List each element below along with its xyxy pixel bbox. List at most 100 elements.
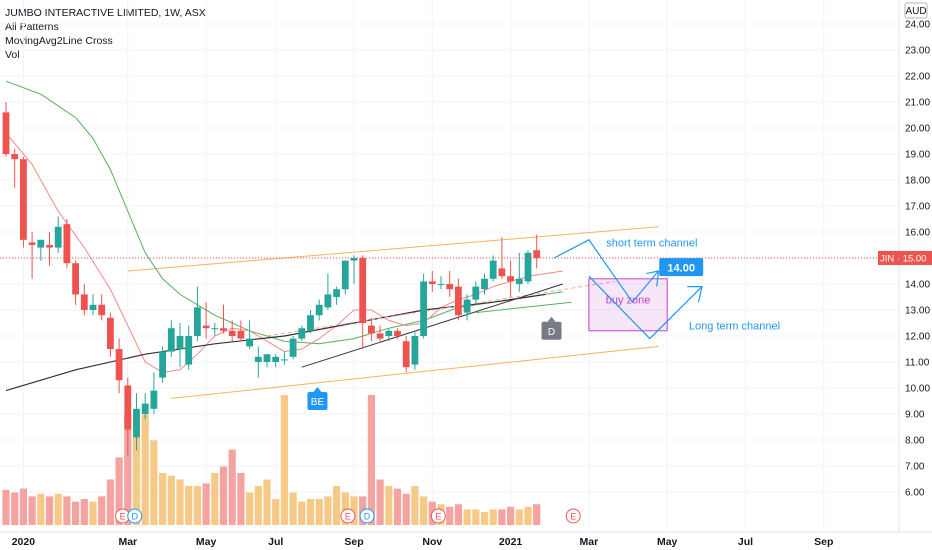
candle-up	[133, 408, 140, 438]
price-tick-label: 9.00	[905, 410, 925, 421]
projection-path-long	[588, 275, 703, 340]
candle-down	[359, 258, 367, 323]
short-channel-lower	[301, 283, 563, 368]
candle-up	[141, 403, 149, 414]
volume-bar	[185, 486, 193, 525]
candle-up	[515, 278, 523, 284]
volume-bar	[402, 493, 410, 525]
volume-bar	[193, 486, 201, 525]
volume-bar	[263, 479, 271, 525]
candle-up	[341, 260, 349, 290]
earnings-event-icon	[430, 508, 446, 524]
volume-bar	[98, 496, 106, 525]
candle-down	[220, 328, 227, 331]
volume-bar	[37, 493, 45, 525]
candle-down	[20, 159, 27, 240]
volume-bar	[367, 395, 375, 525]
earnings-event-icon	[565, 508, 581, 524]
volume-bar	[115, 457, 123, 525]
volume-bar	[89, 501, 97, 525]
price-tick-label: 21.00	[905, 98, 930, 109]
candle-up	[281, 359, 288, 361]
volume-bar	[132, 414, 141, 525]
lower-channel-line	[171, 345, 659, 399]
volume-bar	[446, 506, 454, 525]
volume-bar	[298, 501, 306, 525]
volume-bar	[19, 488, 27, 525]
volume-bar	[411, 486, 419, 525]
time-tick-label: Jul	[738, 536, 753, 548]
volume-bar	[533, 504, 541, 525]
moving-average-slow	[5, 80, 563, 345]
pattern-be-label: BE	[311, 397, 325, 408]
volume-bar	[472, 509, 480, 525]
projection-path-short	[553, 239, 659, 304]
candle-down	[202, 325, 210, 329]
pattern-d-label: D	[548, 327, 555, 338]
indicator-ma-cross[interactable]: MovingAvg2Line Cross	[5, 35, 113, 47]
volume-bar	[141, 414, 149, 525]
price-tick-label: 10.00	[905, 384, 930, 395]
candle-up	[324, 294, 332, 308]
earnings-event-label: E	[345, 512, 351, 522]
price-tick-label: 20.00	[905, 124, 930, 135]
price-tick-label: 8.00	[905, 436, 925, 447]
candle-down	[115, 349, 123, 381]
price-tick-label: 11.00	[905, 358, 930, 369]
candle-down	[402, 341, 410, 368]
price-tick-label: 18.00	[905, 176, 930, 187]
price-tick-label: 13.00	[905, 306, 930, 317]
volume-bar	[124, 414, 132, 525]
candle-up	[211, 328, 219, 330]
price-tick-label: 14.00	[905, 280, 930, 291]
volume-bar	[45, 496, 54, 525]
short-term-channel-label: short term channel	[606, 237, 697, 249]
volume-bar	[420, 496, 428, 525]
buy-zone-box	[588, 278, 668, 332]
volume-bar	[480, 512, 489, 525]
earnings-event-icon	[340, 508, 356, 524]
candle-up	[167, 328, 175, 352]
candle-up	[472, 286, 480, 300]
dividend-event-icon	[127, 508, 143, 524]
volume-bar	[159, 473, 167, 525]
candle-down	[228, 330, 236, 336]
candle-up	[298, 328, 306, 339]
volume-bar	[202, 483, 210, 525]
currency-label: AUD	[905, 6, 926, 17]
candle-down	[446, 284, 454, 290]
candle-down	[46, 245, 53, 248]
arrow-head-long	[687, 286, 703, 303]
volume-bar	[324, 496, 332, 525]
pattern-d-pointer	[547, 316, 556, 322]
candle-up	[385, 330, 393, 336]
volume-bar	[228, 449, 236, 525]
volume-bar	[167, 475, 175, 525]
volume-bar	[489, 509, 497, 525]
candle-down	[11, 154, 19, 160]
candle-up	[481, 278, 488, 290]
candle-up	[185, 336, 193, 365]
trend-extension	[266, 280, 616, 337]
price-tick-label: 6.00	[905, 488, 925, 499]
candle-up	[289, 338, 297, 357]
volume-bar	[385, 486, 393, 525]
volume-bar	[515, 509, 523, 525]
volume-bar	[341, 492, 349, 525]
volume-bar	[315, 499, 323, 525]
indicator-volume[interactable]: Vol	[5, 49, 20, 61]
arrow-head-short	[646, 270, 660, 287]
volume-bar	[350, 496, 358, 525]
candle-down	[124, 385, 132, 430]
candle-down	[376, 333, 384, 339]
price-tick-label: 22.00	[905, 72, 930, 83]
time-tick-label: Nov	[422, 536, 442, 548]
time-tick-label: 2021	[499, 536, 523, 548]
earnings-event-label: E	[570, 512, 576, 522]
volume-bar	[176, 479, 184, 525]
candle-down	[498, 268, 506, 277]
candle-up	[159, 351, 166, 378]
candle-down	[507, 276, 514, 282]
candle-up	[420, 281, 427, 336]
